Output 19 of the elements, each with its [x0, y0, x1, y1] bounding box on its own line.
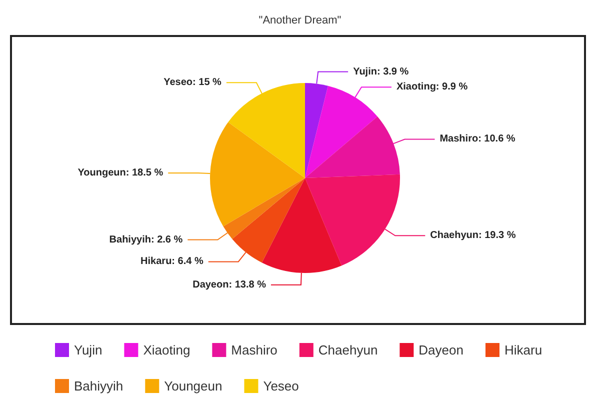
- data-label: Xiaoting: 9.9 %: [396, 82, 468, 93]
- data-label: Hikaru: 6.4 %: [140, 256, 204, 268]
- data-label: Mashiro: 10.6 %: [440, 134, 516, 145]
- data-label: Youngeun: 18.5 %: [78, 167, 164, 178]
- data-label: Bahiyyih: 2.6 %: [109, 234, 183, 246]
- legend-label: Youngeun: [164, 378, 222, 394]
- legend-label: Yujin: [74, 342, 102, 358]
- data-label: Dayeon: 13.8 %: [192, 279, 266, 290]
- chart-title: "Another Dream": [258, 14, 342, 26]
- data-label: Yujin: 3.9 %: [353, 66, 409, 78]
- legend-label: Xiaoting: [143, 342, 190, 358]
- legend-label: Mashiro: [231, 342, 278, 358]
- legend-label: Chaehyun: [318, 342, 378, 358]
- legend-label: Hikaru: [504, 342, 542, 358]
- legend-label: Bahiyyih: [74, 378, 124, 394]
- legend-label: Dayeon: [418, 342, 464, 358]
- legend-label: Yeseo: [263, 378, 299, 394]
- data-label: Yeseo: 15 %: [164, 77, 222, 88]
- data-label: Chaehyun: 19.3 %: [430, 230, 516, 242]
